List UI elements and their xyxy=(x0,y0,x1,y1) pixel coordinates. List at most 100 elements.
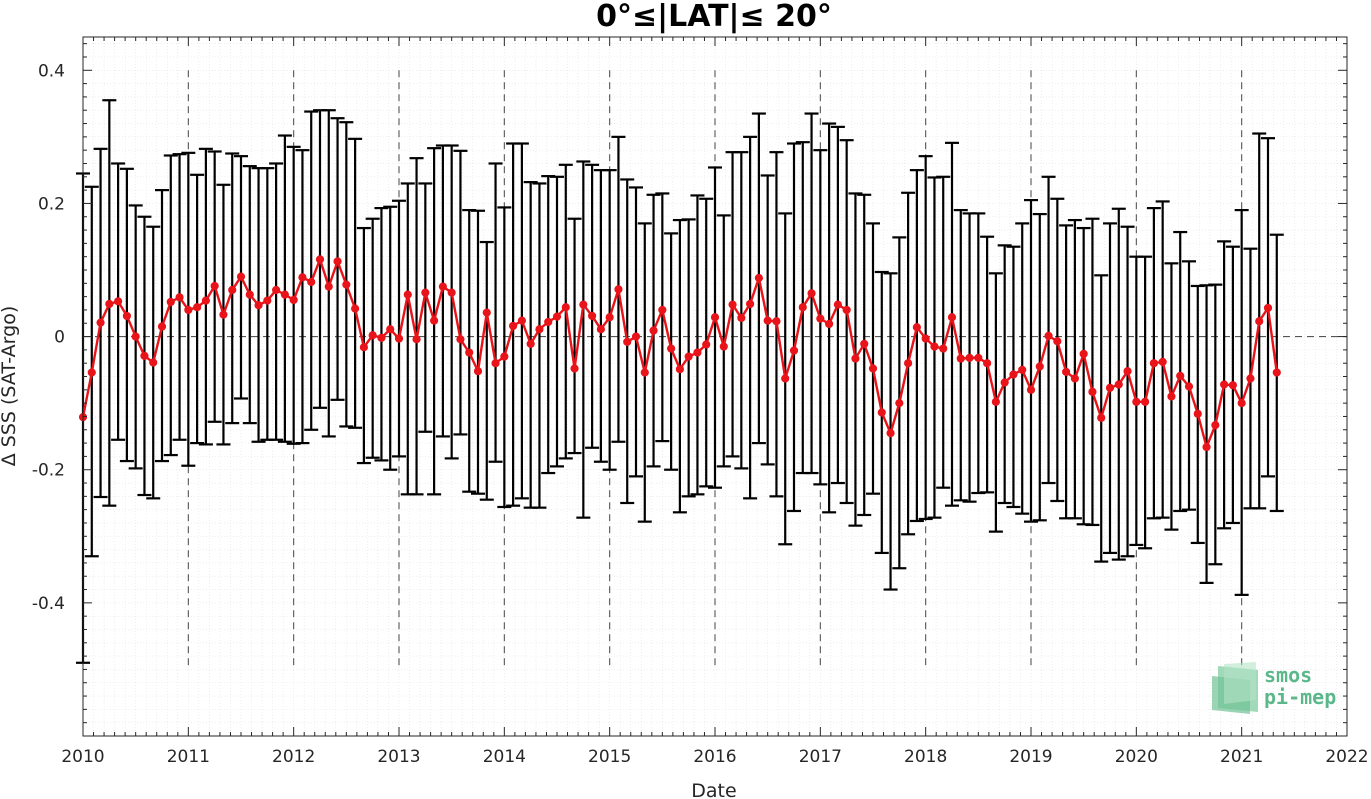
data-point xyxy=(1105,383,1115,392)
data-point xyxy=(1097,413,1106,422)
data-point xyxy=(702,340,711,349)
data-point xyxy=(1220,380,1229,389)
data-point xyxy=(860,339,869,348)
data-point xyxy=(921,334,930,343)
data-point xyxy=(868,364,878,373)
data-point xyxy=(947,313,957,322)
data-point xyxy=(193,303,202,312)
data-point xyxy=(333,257,342,266)
x-tick-label: 2010 xyxy=(61,747,104,767)
y-tick-label: 0.2 xyxy=(38,194,65,214)
x-tick-label: 2020 xyxy=(1115,747,1158,767)
axis-ticks xyxy=(82,37,1348,737)
data-point xyxy=(693,348,702,357)
data-point xyxy=(430,316,439,325)
data-point xyxy=(675,365,684,374)
data-point xyxy=(1062,367,1071,376)
data-point xyxy=(535,325,544,334)
data-point xyxy=(719,342,728,351)
data-point xyxy=(1000,378,1009,387)
logo-text-smos: smos xyxy=(1264,663,1312,687)
data-point xyxy=(1132,397,1141,406)
y-tick-label: 0.4 xyxy=(38,61,65,81)
data-point xyxy=(1114,380,1123,389)
data-point xyxy=(263,296,272,305)
x-axis-title: Date xyxy=(691,780,736,799)
data-point xyxy=(324,282,333,291)
data-point xyxy=(1149,359,1158,368)
data-point xyxy=(1009,370,1018,379)
data-point xyxy=(87,368,96,377)
data-point xyxy=(649,326,658,335)
data-point xyxy=(728,300,737,309)
data-point xyxy=(1158,357,1167,366)
data-point xyxy=(789,346,799,355)
data-point xyxy=(175,293,184,302)
data-point xyxy=(746,299,755,309)
data-point xyxy=(184,305,193,315)
data-point xyxy=(579,300,588,309)
data-point xyxy=(588,311,597,321)
data-point xyxy=(1079,349,1088,358)
data-point xyxy=(1263,303,1273,313)
y-tick-label: -0.4 xyxy=(32,594,65,614)
data-point xyxy=(956,354,965,363)
data-point xyxy=(1237,399,1246,408)
data-point xyxy=(307,277,316,287)
data-point xyxy=(737,313,746,323)
smos-logo-mark xyxy=(1212,662,1258,714)
data-point xyxy=(895,399,904,408)
data-point xyxy=(983,359,992,368)
x-tick-label: 2021 xyxy=(1220,747,1263,767)
data-point xyxy=(245,290,254,299)
data-point xyxy=(912,323,921,332)
data-point xyxy=(465,348,474,357)
mean-markers xyxy=(78,255,1281,452)
data-point xyxy=(509,321,518,331)
data-point xyxy=(1123,367,1132,376)
data-point xyxy=(412,335,421,344)
data-point xyxy=(201,296,210,305)
data-point xyxy=(1176,371,1185,380)
data-point xyxy=(377,333,386,343)
data-point xyxy=(1141,397,1150,406)
y-tick-label: 0 xyxy=(54,328,65,348)
data-point xyxy=(570,364,579,373)
data-point xyxy=(403,290,412,299)
data-point xyxy=(825,319,834,329)
data-point xyxy=(930,342,939,351)
data-point xyxy=(798,303,807,312)
data-point xyxy=(991,397,1000,406)
data-point xyxy=(236,272,246,281)
smos-logo: smos pi-mep xyxy=(1212,662,1336,714)
data-point xyxy=(904,359,913,368)
data-point xyxy=(289,295,298,305)
data-point xyxy=(851,354,860,363)
data-point xyxy=(1202,442,1211,452)
x-tick-label: 2013 xyxy=(377,747,420,767)
data-point xyxy=(974,353,983,362)
y-tick-labels: 0.4 0.2 0 -0.2 -0.4 xyxy=(32,61,65,614)
data-point xyxy=(833,300,842,309)
data-point xyxy=(421,288,430,297)
data-point xyxy=(131,332,140,341)
data-point xyxy=(842,305,851,315)
data-point xyxy=(965,353,974,362)
data-point xyxy=(544,317,553,327)
data-point xyxy=(482,308,491,317)
data-point xyxy=(1070,374,1079,383)
data-point xyxy=(517,316,526,325)
data-point xyxy=(219,310,228,319)
data-point xyxy=(96,318,105,327)
x-tick-label: 2011 xyxy=(167,747,210,767)
data-point xyxy=(342,280,351,289)
data-point xyxy=(1255,317,1264,326)
data-point xyxy=(781,374,790,383)
x-tick-label: 2019 xyxy=(1009,747,1052,767)
data-point xyxy=(631,332,641,341)
data-point xyxy=(1044,331,1053,341)
data-point xyxy=(386,325,395,334)
data-point xyxy=(105,299,114,309)
data-point xyxy=(605,313,614,322)
